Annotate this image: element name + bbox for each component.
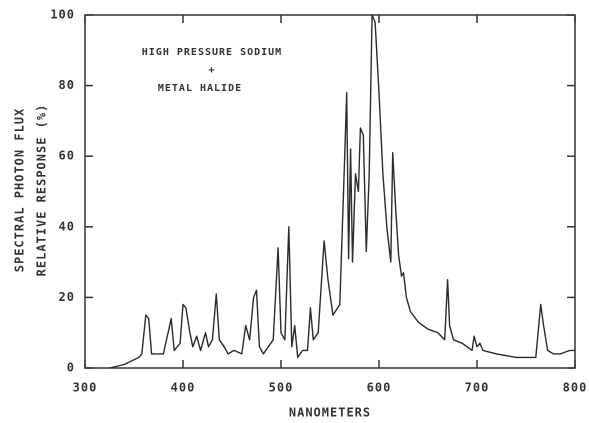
- x-tick-label: 500: [269, 381, 294, 395]
- y-tick-label: 80: [59, 78, 75, 92]
- y-tick-label: 20: [59, 290, 75, 304]
- annotation: +: [208, 65, 215, 76]
- x-axis-label: NANOMETERS: [289, 406, 371, 420]
- spectrum-line: [109, 14, 575, 369]
- y-tick-label: 60: [59, 149, 75, 163]
- plot-frame: [84, 14, 576, 369]
- x-tick-label: 600: [367, 381, 392, 395]
- x-tick-label: 400: [171, 381, 196, 395]
- y-axis-label: RELATIVE RESPONSE (%): [35, 104, 49, 277]
- y-tick-label: 40: [59, 219, 75, 233]
- y-axis-label: SPECTRAL PHOTON FLUX: [13, 108, 27, 273]
- annotation: METAL HALIDE: [158, 83, 242, 94]
- x-tick-label: 800: [563, 381, 588, 395]
- x-tick-label: 700: [465, 381, 490, 395]
- y-tick-label: 0: [67, 361, 75, 375]
- x-tick-label: 300: [73, 381, 98, 395]
- y-tick-label: 100: [50, 8, 75, 22]
- annotation: HIGH PRESSURE SODIUM: [142, 47, 282, 58]
